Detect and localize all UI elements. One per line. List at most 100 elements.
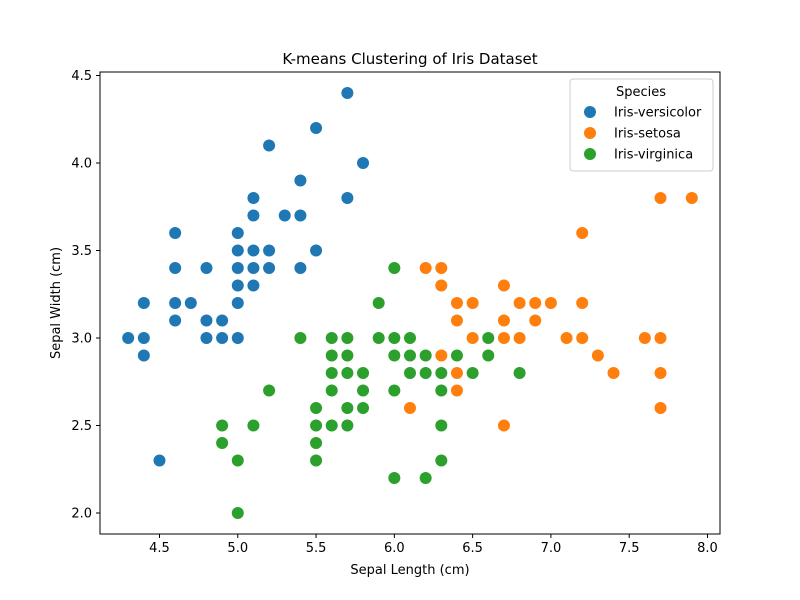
legend-marker (584, 106, 596, 118)
scatter-point (607, 367, 620, 379)
y-axis-label: Sepal Width (cm) (49, 247, 64, 359)
scatter-point (482, 349, 495, 362)
scatter-point (247, 209, 260, 222)
scatter-point (294, 332, 307, 344)
scatter-point (654, 192, 667, 204)
scatter-point (372, 297, 385, 309)
scatter-point (294, 262, 307, 274)
x-tick-label: 5.0 (227, 541, 248, 556)
legend-entries: Iris-versicolor Iris-setosa Iris-virginica (584, 106, 702, 163)
scatter-point (591, 349, 604, 362)
legend-label: Iris-virginica (614, 148, 693, 163)
scatter-point (310, 437, 323, 449)
scatter-point (419, 349, 432, 362)
scatter-point (497, 419, 510, 432)
scatter-point (341, 332, 354, 344)
scatter-point (184, 297, 197, 309)
scatter-point (341, 192, 354, 204)
scatter-point (372, 332, 385, 344)
y-tick-label: 2.5 (71, 419, 92, 434)
scatter-point (357, 402, 370, 414)
x-tick-label: 5.5 (306, 541, 327, 556)
scatter-point (638, 332, 651, 344)
scatter-point (263, 262, 276, 274)
y-tick-label: 4.5 (71, 69, 92, 84)
scatter-point (404, 332, 416, 344)
scatter-point (294, 174, 307, 187)
scatter-point (169, 297, 182, 309)
scatter-point (450, 384, 463, 397)
scatter-point (169, 314, 182, 327)
scatter-point (247, 262, 260, 274)
scatter-point (419, 367, 432, 379)
scatter-point (341, 87, 354, 99)
scatter-point (450, 367, 463, 379)
legend: Species Iris-versicolorIris-setosaIris-v… (569, 78, 714, 172)
chart-title: K-means Clustering of Iris Dataset (282, 50, 537, 68)
scatter-point (435, 367, 448, 379)
legend-box (569, 78, 714, 172)
scatter-point (388, 384, 401, 397)
scatter-point (654, 332, 667, 344)
scatter-point (310, 122, 323, 134)
scatter-point (247, 192, 260, 204)
legend-title: Species (616, 85, 666, 100)
scatter-point (247, 279, 260, 292)
scatter-point (435, 279, 448, 292)
scatter-point (529, 297, 542, 309)
scatter-point (263, 244, 276, 257)
plot-frame (99, 71, 721, 535)
scatter-point (357, 367, 370, 379)
scatter-point (388, 349, 401, 362)
points-layer (122, 87, 698, 519)
x-tick-label: 7.0 (541, 541, 562, 556)
x-tick-label: 6.0 (384, 541, 405, 556)
scatter-point (216, 419, 229, 432)
scatter-point (231, 279, 244, 292)
scatter-point (200, 262, 213, 274)
y-tick-label: 3.0 (71, 332, 92, 347)
scatter-point (137, 332, 150, 344)
scatter-point (419, 472, 432, 484)
scatter-point (435, 349, 448, 362)
scatter-point (137, 349, 150, 362)
y-axis-ticks: 2.0 2.5 3.0 3.5 4.0 4.5 (71, 69, 100, 522)
scatter-point (325, 367, 338, 379)
x-tick-label: 6.5 (462, 541, 483, 556)
scatter-point (513, 332, 526, 344)
scatter-point (294, 209, 307, 222)
series-3 (216, 262, 526, 519)
scatter-point (263, 139, 276, 152)
scatter-point (216, 332, 229, 344)
scatter-point (513, 297, 526, 309)
scatter-point (325, 419, 338, 432)
y-tick-label: 3.5 (71, 244, 92, 259)
series-2 (404, 192, 698, 432)
scatter-point (263, 384, 276, 397)
scatter-point (310, 454, 323, 467)
scatter-point (404, 349, 416, 362)
scatter-point (153, 454, 166, 467)
scatter-point (325, 384, 338, 397)
legend-marker (584, 127, 596, 139)
scatter-point (388, 262, 401, 274)
scatter-point (200, 332, 213, 344)
scatter-point (685, 192, 698, 204)
scatter-point (341, 349, 354, 362)
scatter-point (247, 419, 260, 432)
x-tick-label: 4.5 (149, 541, 170, 556)
x-axis-label: Sepal Length (cm) (350, 563, 469, 578)
scatter-point (419, 262, 432, 274)
scatter-point (325, 332, 338, 344)
scatter-point (529, 314, 542, 327)
scatter-point (169, 227, 182, 239)
legend-label: Iris-setosa (614, 127, 681, 142)
series-1 (122, 87, 370, 467)
scatter-point (544, 297, 557, 309)
scatter-point (231, 454, 244, 467)
scatter-point (216, 314, 229, 327)
scatter-point (325, 349, 338, 362)
scatter-point (435, 419, 448, 432)
scatter-point (404, 402, 416, 414)
